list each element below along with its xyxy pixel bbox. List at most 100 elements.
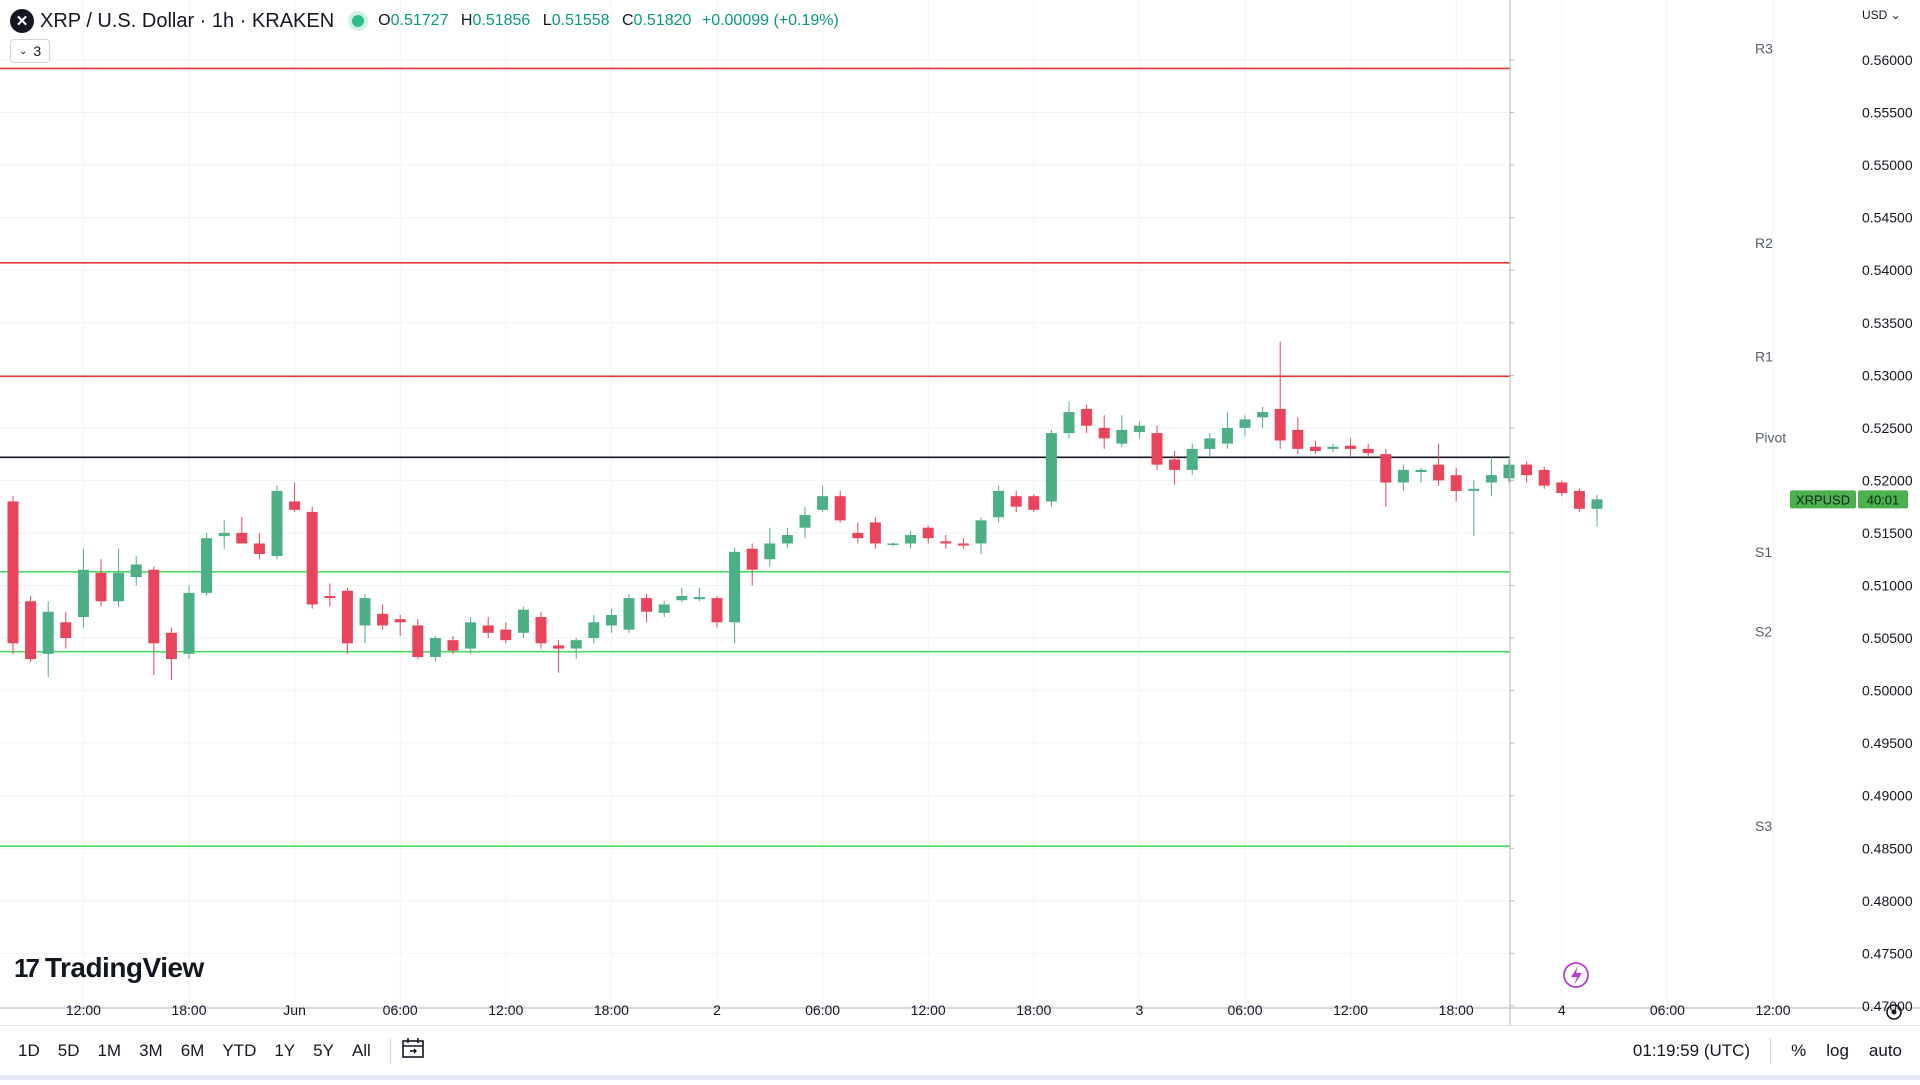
candle-body[interactable] xyxy=(165,632,177,660)
candle-body[interactable] xyxy=(113,572,125,602)
candle-body[interactable] xyxy=(605,614,617,626)
calendar-range-icon[interactable] xyxy=(401,1037,425,1065)
timeframe-all-button[interactable]: All xyxy=(351,1041,371,1060)
candle-body[interactable] xyxy=(429,638,441,657)
candle-body[interactable] xyxy=(852,532,864,539)
candle-body[interactable] xyxy=(1468,488,1480,491)
timeframe-1y-button[interactable]: 1Y xyxy=(274,1041,296,1060)
timeframe-6m-button[interactable]: 6M xyxy=(180,1041,205,1060)
candle-body[interactable] xyxy=(869,522,881,544)
candle-body[interactable] xyxy=(799,515,811,528)
candle-body[interactable] xyxy=(1274,408,1286,441)
candle-body[interactable] xyxy=(1327,446,1339,449)
candle-body[interactable] xyxy=(746,548,758,570)
candle-body[interactable] xyxy=(1450,475,1462,491)
candle-body[interactable] xyxy=(623,598,635,630)
timeframe-ytd-button[interactable]: YTD xyxy=(222,1041,257,1060)
candle-body[interactable] xyxy=(1151,433,1163,465)
candle-body[interactable] xyxy=(1521,464,1533,476)
candle-body[interactable] xyxy=(412,625,424,657)
candle-body[interactable] xyxy=(253,543,265,554)
candle-body[interactable] xyxy=(1362,448,1374,454)
candle-body[interactable] xyxy=(377,613,389,626)
candle-body[interactable] xyxy=(359,598,371,626)
candle-body[interactable] xyxy=(834,496,846,521)
candle-body[interactable] xyxy=(271,490,283,557)
candle-body[interactable] xyxy=(1397,469,1409,483)
candle-body[interactable] xyxy=(1239,419,1251,428)
candle-body[interactable] xyxy=(517,609,529,633)
candle-body[interactable] xyxy=(781,535,793,544)
candle-body[interactable] xyxy=(324,596,336,599)
candle-body[interactable] xyxy=(1485,475,1497,483)
candle-body[interactable] xyxy=(641,598,653,612)
candle-body[interactable] xyxy=(1186,448,1198,470)
candle-body[interactable] xyxy=(1133,425,1145,433)
candle-body[interactable] xyxy=(341,590,353,644)
candle-body[interactable] xyxy=(1538,469,1550,486)
candle-body[interactable] xyxy=(394,619,406,623)
candle-body[interactable] xyxy=(236,532,248,544)
candle-body[interactable] xyxy=(25,601,37,660)
candle-body[interactable] xyxy=(1204,438,1216,449)
candle-body[interactable] xyxy=(711,598,723,623)
candle-body[interactable] xyxy=(905,535,917,544)
candle-body[interactable] xyxy=(1556,482,1568,494)
candle-body[interactable] xyxy=(693,597,705,600)
candle-body[interactable] xyxy=(1573,490,1585,509)
candle-body[interactable] xyxy=(183,592,195,654)
candle-body[interactable] xyxy=(201,538,213,593)
candle-body[interactable] xyxy=(940,541,952,544)
candle-body[interactable] xyxy=(1010,496,1022,507)
candle-body[interactable] xyxy=(148,569,160,644)
candle-body[interactable] xyxy=(535,617,547,644)
candle-body[interactable] xyxy=(1221,427,1233,444)
candle-body[interactable] xyxy=(957,543,969,546)
candle-body[interactable] xyxy=(1063,412,1075,434)
lightning-icon[interactable] xyxy=(1563,962,1589,988)
log-scale-button[interactable]: log xyxy=(1826,1041,1849,1060)
candle-body[interactable] xyxy=(465,622,477,649)
candle-body[interactable] xyxy=(1380,454,1392,483)
candle-body[interactable] xyxy=(676,596,688,601)
candle-body[interactable] xyxy=(553,645,565,649)
candle-body[interactable] xyxy=(729,551,741,623)
candle-body[interactable] xyxy=(1257,412,1269,418)
candle-body[interactable] xyxy=(570,640,582,649)
candle-body[interactable] xyxy=(218,532,230,537)
symbol-title[interactable]: XRP / U.S. Dollar · 1h · KRAKEN xyxy=(40,9,335,32)
candle-body[interactable] xyxy=(42,611,54,654)
candle-body[interactable] xyxy=(1098,427,1110,439)
candle-body[interactable] xyxy=(922,527,934,539)
candle-body[interactable] xyxy=(7,501,19,644)
candle-body[interactable] xyxy=(1292,429,1304,449)
candle-body[interactable] xyxy=(1045,433,1057,502)
auto-scale-button[interactable]: auto xyxy=(1868,1041,1902,1060)
candle-body[interactable] xyxy=(993,490,1005,518)
timeframe-5y-button[interactable]: 5Y xyxy=(313,1041,334,1060)
candle-body[interactable] xyxy=(306,511,318,605)
candle-body[interactable] xyxy=(1415,469,1427,472)
percent-scale-button[interactable]: % xyxy=(1791,1041,1807,1060)
candle-body[interactable] xyxy=(658,604,670,613)
candle-body[interactable] xyxy=(975,520,987,544)
currency-selector[interactable]: USD ⌄ xyxy=(1862,8,1901,22)
timeframe-1d-button[interactable]: 1D xyxy=(18,1041,40,1060)
candle-body[interactable] xyxy=(817,496,829,510)
candle-body[interactable] xyxy=(1433,464,1445,481)
candle-body[interactable] xyxy=(130,564,142,578)
candle-body[interactable] xyxy=(1116,429,1128,444)
candle-body[interactable] xyxy=(77,569,89,618)
timeframe-1m-button[interactable]: 1M xyxy=(97,1041,122,1060)
timeframe-3m-button[interactable]: 3M xyxy=(139,1041,163,1060)
candle-body[interactable] xyxy=(1345,445,1357,449)
candle-body[interactable] xyxy=(1309,446,1321,451)
utc-clock[interactable]: 01:19:59 (UTC) xyxy=(1632,1041,1751,1060)
timeframe-5d-button[interactable]: 5D xyxy=(57,1041,80,1060)
indicators-toggle-button[interactable]: ⌄ 3 xyxy=(10,39,51,63)
candle-body[interactable] xyxy=(764,543,776,560)
candle-body[interactable] xyxy=(500,629,512,641)
candle-body[interactable] xyxy=(60,622,72,639)
